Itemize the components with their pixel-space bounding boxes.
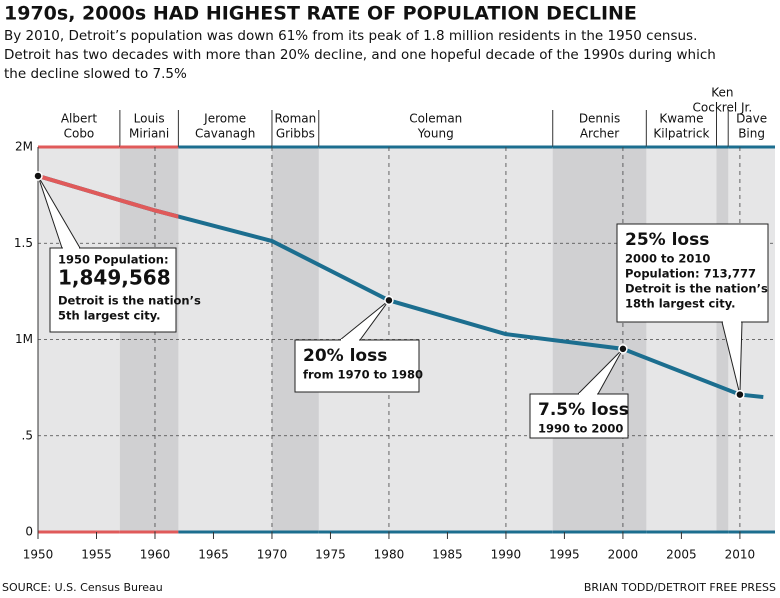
- x-tick-label: 2000: [608, 548, 639, 562]
- callout-text: Detroit is the nation’s: [625, 282, 768, 296]
- x-tick-label: 1970: [257, 548, 288, 562]
- mayor-name: Roman: [274, 112, 316, 126]
- callout-headline: 20% loss: [303, 346, 387, 366]
- mayor-name: Louis: [134, 112, 165, 126]
- mayor-name: Jerome: [203, 112, 246, 126]
- x-tick-label: 1965: [198, 548, 229, 562]
- callout-headline: 25% loss: [625, 230, 709, 250]
- x-tick-label: 2005: [666, 548, 697, 562]
- x-tick-label: 1960: [140, 548, 171, 562]
- x-tick-label: 2010: [725, 548, 756, 562]
- data-point: [618, 344, 628, 354]
- callout-headline: 7.5% loss: [538, 400, 629, 420]
- mayor-name: Cavanagh: [195, 127, 255, 141]
- mayor-name: Archer: [580, 127, 619, 141]
- callout-text: 1950 Population:: [58, 253, 169, 267]
- y-tick-label: 1M: [15, 332, 33, 346]
- mayor-name: Bing: [738, 127, 765, 141]
- callout-text: Population: 713,777: [625, 267, 756, 281]
- data-point: [735, 389, 745, 400]
- mayor-name: Young: [417, 127, 454, 141]
- x-tick-label: 1950: [23, 548, 54, 562]
- mayor-name: Gribbs: [276, 127, 315, 141]
- population-line-highlight: [37, 174, 179, 219]
- callout-text: from 1970 to 1980: [303, 368, 423, 382]
- x-tick-label: 1985: [432, 548, 463, 562]
- y-tick-label: 1.5: [14, 236, 33, 250]
- mayor-name: Dennis: [579, 112, 620, 126]
- mayor-name: Ken: [711, 86, 733, 100]
- x-tick-label: 1995: [549, 548, 580, 562]
- data-point: [384, 295, 394, 306]
- mayor-name: Albert: [61, 112, 97, 126]
- x-tick-label: 1990: [491, 548, 522, 562]
- subtitle: By 2010, Detroit’s population was down 6…: [4, 28, 697, 44]
- source: SOURCE: U.S. Census Bureau: [2, 581, 163, 594]
- data-point: [33, 171, 43, 181]
- callout-text: 2000 to 2010: [625, 252, 710, 266]
- callout-text: 18th largest city.: [625, 297, 736, 311]
- y-tick-label: 0: [25, 525, 33, 539]
- y-tick-label: 2M: [15, 140, 33, 154]
- mayor-name: Kwame: [659, 112, 703, 126]
- mayor-name: Dave: [736, 112, 767, 126]
- callout-box: [49, 247, 177, 333]
- mayor-name: Cockrel Jr.: [693, 101, 753, 115]
- mayor-name: Coleman: [409, 112, 462, 126]
- callout-text: 5th largest city.: [58, 309, 161, 323]
- x-tick-label: 1980: [374, 548, 405, 562]
- x-tick-label: 1955: [81, 548, 112, 562]
- mayor-name: Kilpatrick: [653, 127, 709, 141]
- callout-headline: 1,849,568: [58, 266, 171, 290]
- credit: BRIAN TODD/DETROIT FREE PRESS: [584, 581, 776, 594]
- subtitle: the decline slowed to 7.5%: [4, 66, 187, 82]
- mayor-name: Miriani: [129, 127, 169, 141]
- y-tick-label: .5: [22, 428, 33, 442]
- chart-title: 1970s, 2000s HAD HIGHEST RATE OF POPULAT…: [4, 3, 637, 25]
- mayor-name: Cobo: [64, 127, 95, 141]
- callout-box: [616, 223, 769, 323]
- callout-text: 1990 to 2000: [538, 422, 623, 436]
- subtitle: Detroit has two decades with more than 2…: [4, 47, 716, 63]
- x-tick-label: 1975: [315, 548, 346, 562]
- callout-box: [529, 393, 629, 439]
- callout-text: Detroit is the nation’s: [58, 294, 201, 308]
